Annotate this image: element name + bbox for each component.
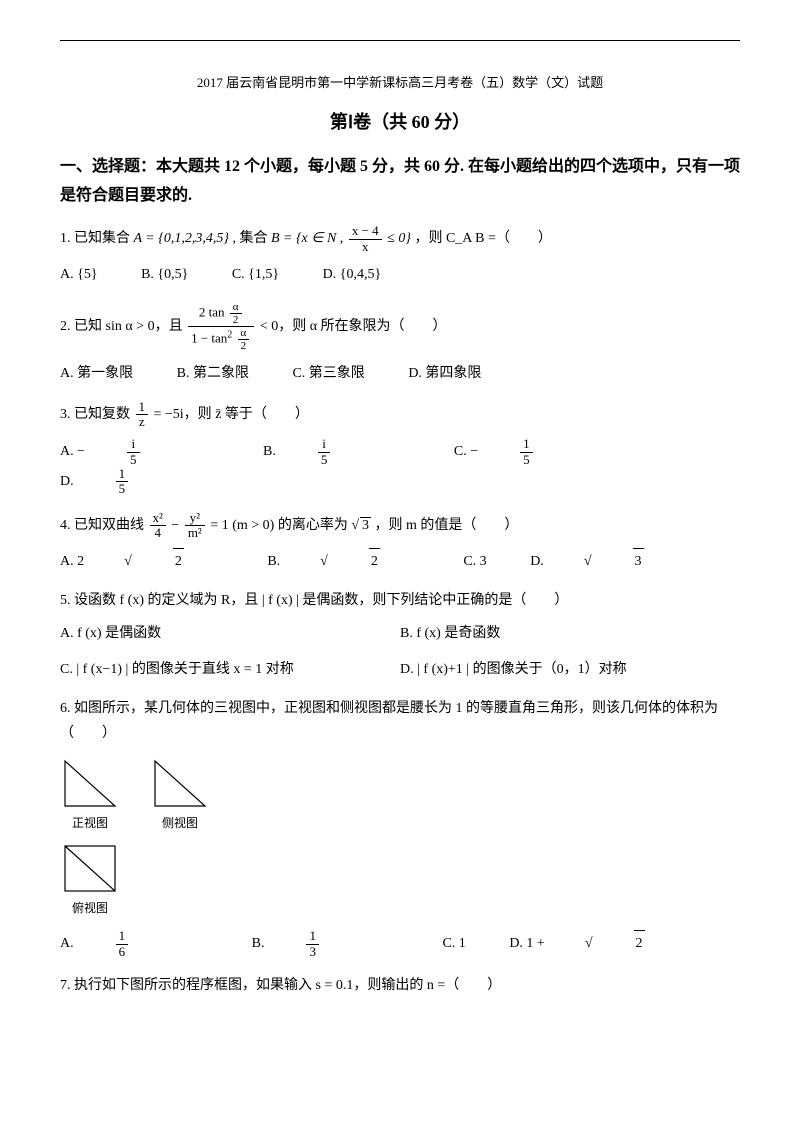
q3-optB: B. i5 (263, 437, 410, 467)
q4-optC: C. 3 (463, 549, 486, 574)
q1-text: 1. 已知集合 (60, 231, 134, 246)
q2-optC: C. 第三象限 (292, 361, 364, 386)
q2-optD: D. 第四象限 (408, 361, 481, 386)
q6-optD: D. 1 + √2 (509, 930, 684, 956)
q2-optA: A. 第一象限 (60, 361, 133, 386)
q2-optB: B. 第二象限 (177, 361, 249, 386)
q3-optC: C. −15 (454, 437, 613, 467)
q5-optC: C. | f (x−1) | 的图像关于直线 x = 1 对称 (60, 657, 360, 682)
q6-optB: B. 13 (252, 929, 399, 959)
q5-optB: B. f (x) 是奇函数 (400, 621, 700, 646)
q1-optB: B. {0,5} (141, 262, 188, 287)
q2-bigfrac: 2 tan α 2 1 − tan2 α 2 (188, 301, 254, 352)
q6-options: A. 16 B. 13 C. 1 D. 1 + √2 (60, 929, 740, 959)
side-view-svg (150, 756, 210, 811)
side-view: 侧视图 (150, 756, 210, 835)
q2-options: A. 第一象限 B. 第二象限 C. 第三象限 D. 第四象限 (60, 361, 740, 386)
q4-options: A. 2√2 B. √2 C. 3 D. √3 (60, 548, 740, 574)
q6-optA: A. 16 (60, 929, 208, 959)
q3-optA: A. −i5 (60, 437, 220, 467)
section-heading: 一、选择题：本大题共 12 个小题，每小题 5 分，共 60 分. 在每小题给出… (60, 153, 740, 211)
front-view-svg (60, 756, 120, 811)
q5-options-row2: C. | f (x−1) | 的图像关于直线 x = 1 对称 D. | f (… (60, 657, 740, 682)
question-1: 1. 已知集合 A = {0,1,2,3,4,5} , 集合 B = {x ∈ … (60, 224, 740, 254)
paper-title-small: 2017 届云南省昆明市第一中学新课标高三月考卷（五）数学（文）试题 (60, 71, 740, 94)
q1-options: A. {5} B. {0,5} C. {1,5} D. {0,4,5} (60, 262, 740, 287)
paper-title-big: 第Ⅰ卷（共 60 分） (60, 106, 740, 138)
q6-optC: C. 1 (442, 931, 465, 956)
q4-optB: B. √2 (267, 548, 420, 574)
q1-optD: D. {0,4,5} (323, 262, 382, 287)
q3-options: A. −i5 B. i5 C. −15 D. 15 (60, 437, 740, 496)
q6-diagrams: 正视图 侧视图 俯视图 (60, 756, 740, 919)
q4-optD: D. √3 (530, 548, 683, 574)
question-2: 2. 已知 sin α > 0，且 2 tan α 2 1 − tan2 α 2… (60, 301, 740, 352)
q3-optD: D. 15 (60, 467, 208, 497)
q1-setA: A = {0,1,2,3,4,5} (134, 231, 229, 246)
q5-optA: A. f (x) 是偶函数 (60, 621, 360, 646)
question-7: 7. 执行如下图所示的程序框图，如果输入 s = 0.1，则输出的 n =（ ） (60, 973, 740, 998)
question-5: 5. 设函数 f (x) 的定义域为 R，且 | f (x) | 是偶函数，则下… (60, 588, 740, 613)
q3-zbar: z̄ (215, 407, 221, 422)
top-view-svg (60, 841, 120, 896)
question-6: 6. 如图所示，某几何体的三视图中，正视图和侧视图都是腰长为 1 的等腰直角三角… (60, 696, 740, 746)
q1-optC: C. {1,5} (232, 262, 279, 287)
question-4: 4. 已知双曲线 x²4 − y²m² = 1 (m > 0) 的离心率为 √3… (60, 511, 740, 541)
q5-options-row1: A. f (x) 是偶函数 B. f (x) 是奇函数 (60, 621, 740, 646)
q1-optA: A. {5} (60, 262, 98, 287)
top-view: 俯视图 (60, 841, 120, 920)
q5-optD: D. | f (x)+1 | 的图像关于（0，1）对称 (400, 657, 700, 682)
q4-optA: A. 2√2 (60, 548, 224, 574)
question-3: 3. 已知复数 1z = −5i，则 z̄ 等于（ ） (60, 400, 740, 430)
q1-frac: x − 4 x (349, 224, 382, 254)
front-view: 正视图 (60, 756, 120, 835)
